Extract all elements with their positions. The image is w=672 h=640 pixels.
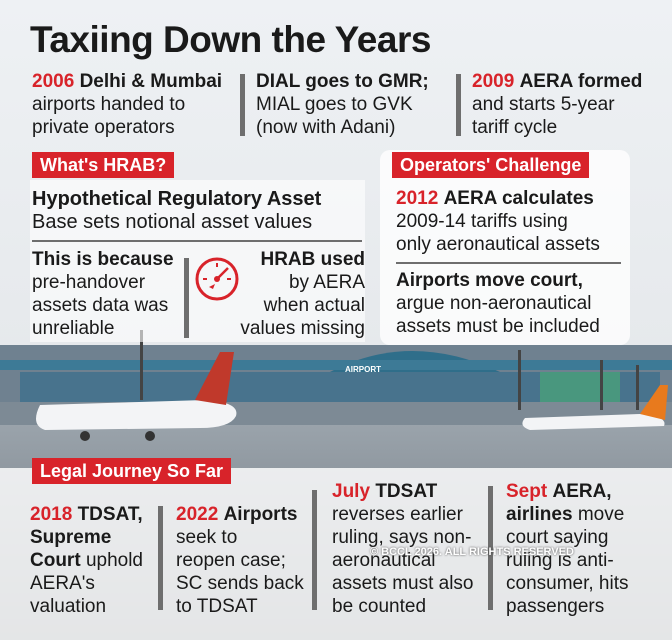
timeline-dial-mial: DIAL goes to GMR; MIAL goes to GVK (now … (256, 71, 429, 138)
timeline-2009: 2009 AERA formed and starts 5-year tarif… (472, 71, 643, 138)
divider (312, 490, 317, 610)
operators-panel (380, 150, 630, 345)
copyright-watermark: © BCCL 2026. ALL RIGHTS RESERVED (370, 546, 574, 558)
divider (456, 74, 461, 136)
legal-panel (0, 468, 672, 640)
hrab-heading: Hypothetical Regulatory Asset (32, 188, 322, 210)
divider (240, 74, 245, 136)
hrab-separator (32, 240, 362, 242)
legal-tag: Legal Journey So Far (32, 458, 232, 484)
legal-2018: 2018 TDSAT, Supreme Court uphold AERA's … (30, 504, 143, 617)
legal-2022: 2022 Airports seek to reopen case; SC se… (176, 504, 304, 617)
hrab-reason: This is because pre-handover assets data… (32, 249, 174, 339)
timeline-2006: 2006 Delhi & Mumbai airports handed to p… (32, 71, 223, 138)
hrab-subheading: Base sets notional asset values (32, 211, 313, 233)
hrab-usage: HRAB used by AERA when actual values mis… (240, 249, 365, 339)
aircraft-left (36, 352, 237, 441)
airport-sign: AIRPORT (345, 365, 381, 374)
operators-court: Airports move court, argue non-aeronauti… (396, 270, 600, 337)
hrab-panel (30, 180, 365, 342)
legal-sept: Sept AERA, airlines move court saying ru… (506, 481, 629, 617)
divider (158, 506, 163, 610)
legal-july: July TDSAT reverses earlier ruling, says… (332, 481, 474, 617)
page-title: Taxiing Down the Years (30, 19, 431, 60)
gauge-icon (195, 257, 239, 301)
operators-2012: 2012 AERA calculates 2009-14 tariffs usi… (396, 188, 600, 255)
operators-separator (396, 262, 621, 264)
divider (184, 258, 189, 338)
operators-tag: Operators' Challenge (392, 152, 590, 178)
divider (488, 486, 493, 610)
aircraft-right (522, 385, 668, 430)
hrab-tag: What's HRAB? (32, 152, 175, 178)
